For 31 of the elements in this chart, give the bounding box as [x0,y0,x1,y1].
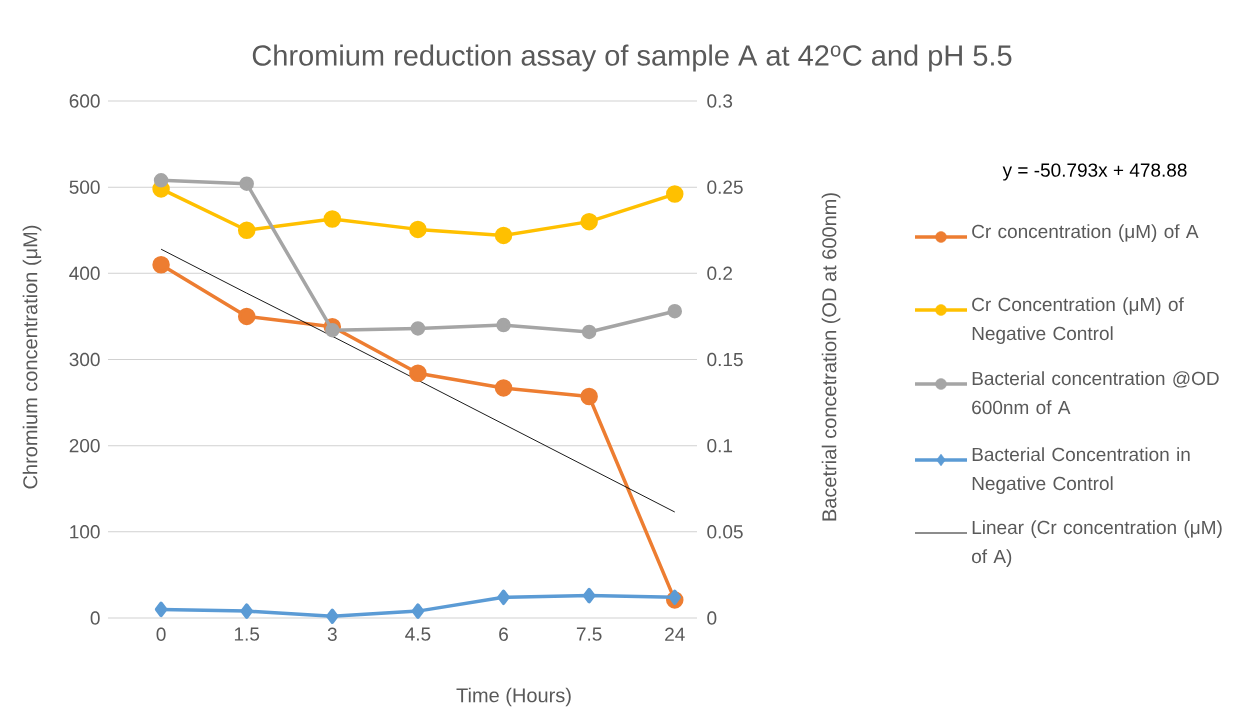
y-tick-label: 100 [70,525,100,539]
y2-tick-label: 0.15 [707,352,743,367]
y2-tick-label: 0.2 [707,266,733,281]
y-tick-label: 400 [69,266,100,281]
chart-title: Chromium reduction assay of sample A at 42$^{o}$C and pH 5.5 [252,44,1012,72]
y2-tick-label: 0 [707,611,717,625]
y-tick-label: 500 [69,180,100,194]
x-tick-label: 24 [665,627,685,641]
x-axis-title: Time (Hours) [456,687,571,707]
legend-label: Bacterial concentration @OD 600nm of A [972,371,1219,415]
y2-tick-label: 0.25 [707,180,743,194]
y2-tick-label: 0.05 [707,525,743,539]
y-tick-label: 200 [69,438,100,453]
x-tick-label: 7.5 [576,627,602,641]
y-tick-label: 300 [69,352,100,367]
legend-label: Bacterial Concentration in Negative Control [972,447,1190,494]
legend-label: Cr concentration (μM) of A [972,224,1199,242]
legend-label: Cr Concentration (μM) of Negative Control [972,297,1184,344]
y2-tick-label: 0.1 [707,438,733,453]
y2-tick-label: 0.3 [707,94,733,108]
x-tick-label: 6 [499,627,508,641]
x-tick-label: 1.5 [234,627,260,641]
x-tick-label: 0 [156,627,166,641]
legend-label: Linear (Cr concentration (μM) of A) [972,520,1222,567]
x-tick-label: 4.5 [405,627,431,641]
y-axis-title: Chromium concentration (μM) [22,225,42,489]
x-tick-label: 3 [327,627,337,641]
y-tick-label: 600 [69,94,100,108]
text: y = -50.793x + 478.88 [1002,163,1187,181]
y2-axis-title: Bacetrial concetration (OD at 600nm) [821,193,841,521]
y-tick-label: 0 [90,611,100,625]
